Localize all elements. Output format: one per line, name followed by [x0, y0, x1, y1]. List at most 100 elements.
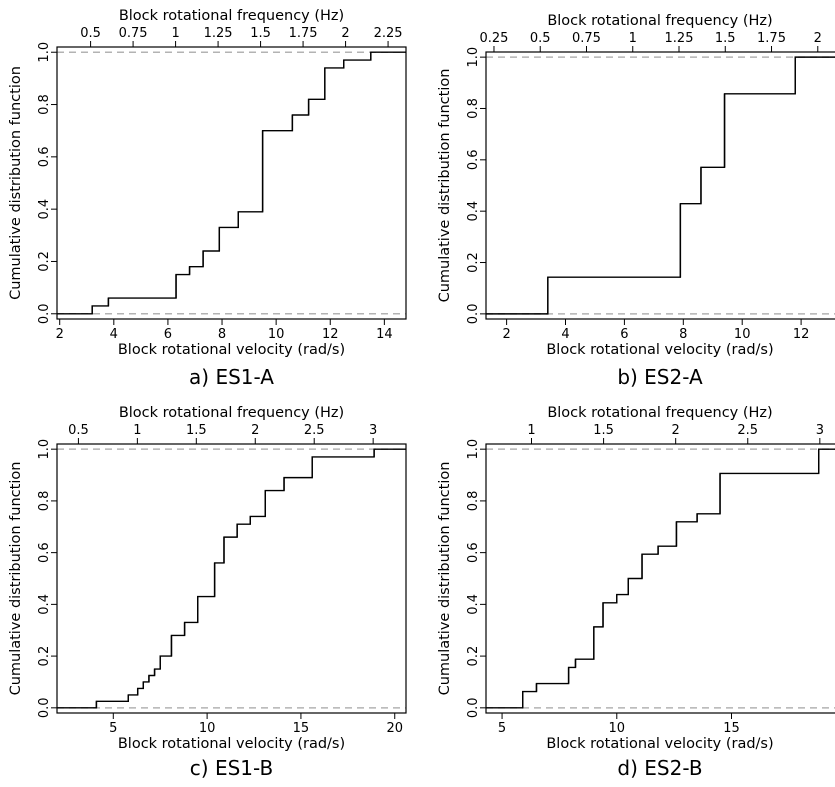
top-axis-label: Block rotational frequency (Hz): [547, 405, 772, 421]
panel-caption: d) ES2-B: [617, 756, 702, 780]
top-axis-label: Block rotational frequency (Hz): [119, 405, 344, 421]
chart-panel-3: 5 10 15 20 0.0 0.2 0.4 0.6 0.8 1.0 0.5 1 1.5 2 2.5 3 Blo…: [8, 405, 407, 780]
y-tick-label: 0.2: [466, 646, 481, 667]
y-axis-label: Cumulative distribution function: [437, 462, 453, 696]
cdf-step-line: [486, 56, 835, 315]
top-tick-label: 1.5: [715, 31, 736, 46]
top-tick-label: 0.5: [68, 423, 89, 438]
x-tick-label: 2: [502, 327, 510, 342]
plot-frame: [56, 443, 407, 714]
top-tick-label: 0.5: [530, 31, 551, 46]
chart-panel-4: 51015200.00.20.40.60.81.011.522.53Block …: [437, 405, 835, 780]
chart-panel-2: 2 4 6 8 10 12 0.0 0.2 0.4 0.6 0.8 1.00.25 0.5 0.75 1 1.…: [437, 13, 835, 389]
top-tick-label: 3: [369, 423, 377, 438]
y-tick-label: 0.4: [37, 594, 52, 615]
y-tick-label: 0.2: [37, 251, 52, 272]
top-tick-label: 1.25: [665, 31, 694, 46]
y-tick-label: 0.6: [466, 542, 481, 563]
plot-frame: [56, 46, 407, 320]
y-tick-label: 0.0: [37, 303, 52, 324]
top-tick-label: 0.75: [572, 31, 601, 46]
x-tick-label: 20: [386, 721, 403, 736]
y-tick-label: 0.4: [466, 201, 481, 222]
x-tick-label: 14: [376, 327, 393, 342]
cdf-step-line: [57, 51, 406, 315]
top-tick-label: 2: [814, 31, 822, 46]
y-axis-label: Cumulative distribution function: [8, 66, 24, 300]
x-axis-label: Block rotational velocity (rad/s): [546, 736, 773, 752]
cdf-step-line: [486, 448, 835, 709]
top-tick-label: 0.5: [80, 26, 101, 41]
x-tick-label: 5: [109, 721, 117, 736]
y-tick-label: 0.8: [466, 98, 481, 119]
y-tick-label: 0.0: [466, 304, 481, 325]
top-tick-label: 1.25: [204, 26, 233, 41]
panel-caption: b) ES2-A: [617, 365, 703, 389]
x-tick-label: 10: [734, 327, 751, 342]
top-tick-label: 1.75: [757, 31, 786, 46]
y-tick-label: 0.4: [466, 594, 481, 615]
y-axis-label: Cumulative distribution function: [8, 462, 24, 696]
x-axis-label: Block rotational velocity (rad/s): [118, 342, 345, 358]
x-tick-label: 2: [56, 327, 64, 342]
top-tick-label: 0.75: [119, 26, 148, 41]
top-axis-label: Block rotational frequency (Hz): [547, 13, 772, 29]
y-tick-label: 1.0: [466, 47, 481, 68]
x-tick-label: 10: [268, 327, 285, 342]
top-tick-label: 2: [672, 423, 680, 438]
top-tick-label: 1.5: [593, 423, 614, 438]
x-tick-label: 4: [561, 327, 569, 342]
top-tick-label: 2: [341, 26, 349, 41]
top-tick-label: 2.25: [374, 26, 403, 41]
x-axis-label: Block rotational velocity (rad/s): [118, 736, 345, 752]
top-tick-label: 1.5: [186, 423, 207, 438]
top-tick-label: 3: [816, 423, 824, 438]
top-tick-label: 1: [171, 26, 179, 41]
cdf-step-line: [57, 448, 406, 709]
top-tick-label: 0.25: [479, 31, 508, 46]
top-tick-label: 2.5: [304, 423, 325, 438]
y-tick-label: 1.0: [466, 439, 481, 460]
x-tick-label: 15: [293, 721, 310, 736]
plot-frame: [485, 51, 835, 320]
x-tick-label: 6: [620, 327, 628, 342]
x-tick-label: 12: [322, 327, 339, 342]
top-axis-label: Block rotational frequency (Hz): [119, 8, 344, 24]
x-tick-label: 5: [498, 721, 506, 736]
y-tick-label: 0.6: [466, 149, 481, 170]
y-tick-label: 0.6: [37, 542, 52, 563]
top-tick-label: 1: [133, 423, 141, 438]
top-tick-label: 2.5: [737, 423, 758, 438]
x-tick-label: 10: [609, 721, 626, 736]
y-tick-label: 0.2: [37, 646, 52, 667]
y-tick-label: 0.8: [466, 491, 481, 512]
y-tick-label: 0.0: [37, 697, 52, 718]
x-tick-label: 15: [723, 721, 740, 736]
y-tick-label: 0.6: [37, 147, 52, 168]
x-tick-label: 8: [679, 327, 687, 342]
x-tick-label: 6: [164, 327, 172, 342]
y-tick-label: 0.2: [466, 252, 481, 273]
y-tick-label: 1.0: [37, 42, 52, 63]
top-tick-label: 1: [629, 31, 637, 46]
top-tick-label: 1.5: [250, 26, 271, 41]
panel-caption: c) ES1-B: [190, 756, 273, 780]
x-tick-label: 4: [110, 327, 118, 342]
y-axis-label: Cumulative distribution function: [437, 69, 453, 303]
top-tick-label: 1: [527, 423, 535, 438]
y-tick-label: 0.8: [37, 491, 52, 512]
y-tick-label: 0.0: [466, 697, 481, 718]
y-tick-label: 0.4: [37, 199, 52, 220]
top-tick-label: 2: [251, 423, 259, 438]
x-axis-label: Block rotational velocity (rad/s): [546, 342, 773, 358]
x-tick-label: 10: [199, 721, 216, 736]
chart-panel-1: 2 4 6 8 10 12 14 0.0 0.2 0.4 0.6 0.8 1.0 0.5 0.75 1 1.25…: [8, 8, 407, 389]
x-tick-label: 8: [218, 327, 226, 342]
top-tick-label: 1.75: [289, 26, 318, 41]
y-tick-label: 0.8: [37, 94, 52, 115]
panel-caption: a) ES1-A: [189, 365, 274, 389]
y-tick-label: 1.0: [37, 439, 52, 460]
plot-frame: [485, 443, 835, 714]
x-tick-label: 12: [793, 327, 810, 342]
